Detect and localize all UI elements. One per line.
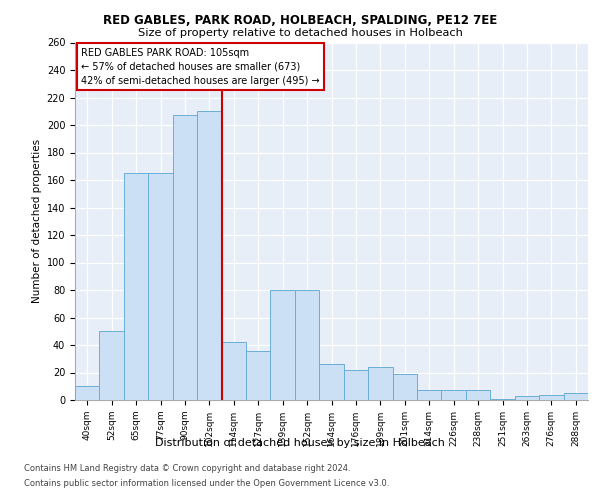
- Bar: [490, 398, 515, 400]
- Text: RED GABLES, PARK ROAD, HOLBEACH, SPALDING, PE12 7EE: RED GABLES, PARK ROAD, HOLBEACH, SPALDIN…: [103, 14, 497, 28]
- Bar: [442, 390, 466, 400]
- Bar: [246, 350, 271, 400]
- Bar: [173, 116, 197, 400]
- Bar: [344, 370, 368, 400]
- Bar: [466, 390, 490, 400]
- Bar: [295, 290, 319, 400]
- Bar: [539, 394, 563, 400]
- Text: Size of property relative to detached houses in Holbeach: Size of property relative to detached ho…: [137, 28, 463, 38]
- Bar: [515, 396, 539, 400]
- Bar: [75, 386, 100, 400]
- Bar: [271, 290, 295, 400]
- Bar: [417, 390, 442, 400]
- Text: RED GABLES PARK ROAD: 105sqm
← 57% of detached houses are smaller (673)
42% of s: RED GABLES PARK ROAD: 105sqm ← 57% of de…: [81, 48, 320, 86]
- Bar: [148, 173, 173, 400]
- Bar: [124, 173, 148, 400]
- Bar: [563, 393, 588, 400]
- Bar: [100, 331, 124, 400]
- Bar: [392, 374, 417, 400]
- Bar: [221, 342, 246, 400]
- Text: Distribution of detached houses by size in Holbeach: Distribution of detached houses by size …: [155, 438, 445, 448]
- Y-axis label: Number of detached properties: Number of detached properties: [32, 139, 43, 304]
- Bar: [368, 367, 392, 400]
- Bar: [197, 112, 221, 400]
- Text: Contains HM Land Registry data © Crown copyright and database right 2024.: Contains HM Land Registry data © Crown c…: [24, 464, 350, 473]
- Text: Contains public sector information licensed under the Open Government Licence v3: Contains public sector information licen…: [24, 479, 389, 488]
- Bar: [319, 364, 344, 400]
